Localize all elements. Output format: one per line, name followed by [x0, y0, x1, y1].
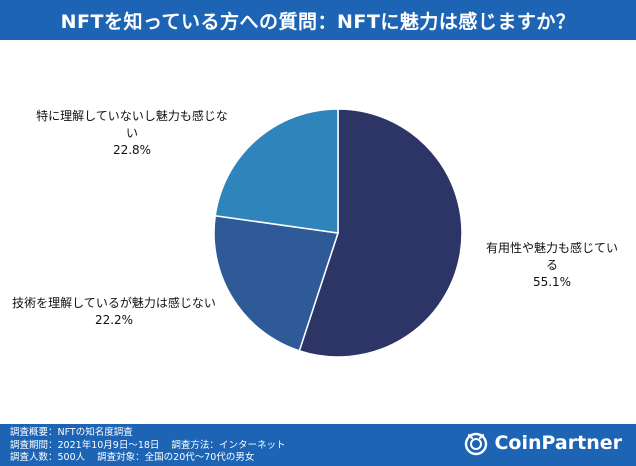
survey-period-method: 調査期間：2021年10月9日〜18日 調査方法：インターネット	[10, 439, 286, 451]
slice-label-no-understanding: 特に理解していないし魅力も感じない 22.8%	[32, 108, 232, 159]
coinpartner-logo: CoinPartner	[463, 430, 622, 456]
logo-text: CoinPartner	[494, 432, 622, 454]
chart-title: NFTを知っている方への質問：NFTに魅力は感じますか？	[0, 0, 636, 40]
slice-label-useful: 有用性や魅力も感じている 55.1%	[482, 240, 622, 291]
slice-label-understand-no-appeal: 技術を理解しているが魅力は感じない 22.2%	[4, 295, 224, 329]
survey-overview: 調査概要：NFTの知名度調査	[10, 427, 133, 438]
slice-label-useful-value: 55.1%	[532, 275, 572, 289]
survey-footer: 調査概要：NFTの知名度調査 調査期間：2021年10月9日〜18日 調査方法：イ…	[0, 424, 636, 466]
slice-label-no-understanding-text: 特に理解していないし魅力も感じない	[36, 109, 228, 140]
pie-slice-no-understanding	[214, 108, 339, 234]
pie-slice-useful	[298, 108, 463, 358]
coin-partner-logo-icon	[465, 432, 488, 456]
slice-label-understand-no-appeal-value: 22.2%	[94, 313, 134, 327]
pie-chart	[213, 108, 463, 358]
slice-label-understand-no-appeal-text: 技術を理解しているが魅力は感じない	[12, 296, 216, 310]
slice-label-useful-text: 有用性や魅力も感じている	[485, 241, 618, 272]
survey-info: 調査概要：NFTの知名度調査 調査期間：2021年10月9日〜18日 調査方法：イ…	[10, 427, 297, 465]
slice-label-no-understanding-value: 22.8%	[112, 143, 152, 157]
pie-slice-understand-no-appeal	[213, 214, 339, 352]
survey-count-target: 調査人数：500人 調査対象：全国の20代〜70代の男女	[10, 452, 255, 463]
